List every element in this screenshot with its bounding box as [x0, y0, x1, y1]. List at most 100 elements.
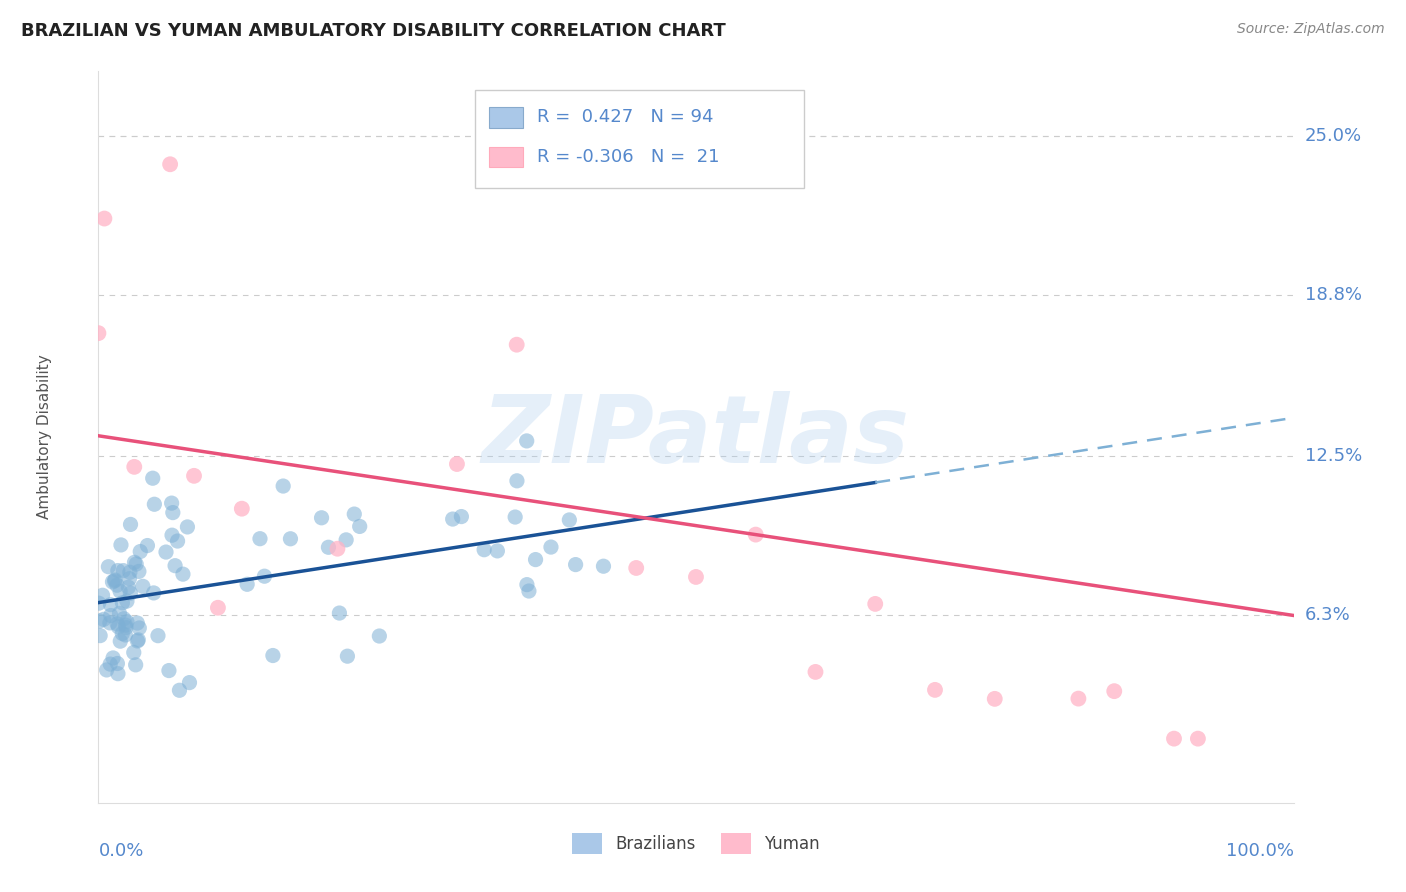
Point [91, 588, 114, 602]
Point [128, 565, 150, 579]
Point [804, 665, 827, 679]
Point [336, 649, 359, 664]
Point [159, 157, 181, 171]
Text: ZIPatlas: ZIPatlas [482, 391, 910, 483]
Point [984, 691, 1007, 706]
Point [105, 616, 128, 631]
Point [87, 596, 110, 610]
Point [236, 577, 259, 591]
Point [127, 634, 149, 648]
Point [262, 648, 284, 663]
Point [318, 541, 340, 555]
Point [343, 507, 366, 521]
Point [280, 532, 302, 546]
Point [118, 572, 141, 586]
Point [524, 552, 547, 566]
Point [311, 510, 333, 524]
Point [472, 542, 495, 557]
Point [166, 534, 188, 549]
Point [103, 574, 125, 588]
Point [114, 618, 136, 632]
Point [540, 540, 562, 554]
Point [441, 512, 464, 526]
Point [142, 471, 165, 485]
Point [349, 519, 371, 533]
Point [93, 211, 115, 226]
Point [125, 557, 148, 571]
Point [169, 683, 191, 698]
Text: 0.0%: 0.0% [98, 842, 143, 860]
Text: Ambulatory Disability: Ambulatory Disability [37, 355, 52, 519]
Point [179, 675, 201, 690]
FancyBboxPatch shape [489, 146, 523, 167]
Point [558, 513, 581, 527]
Point [115, 621, 138, 635]
Point [89, 614, 111, 628]
Point [93, 612, 115, 626]
Point [160, 528, 183, 542]
Text: 18.8%: 18.8% [1305, 285, 1361, 303]
Point [160, 496, 183, 510]
Point [446, 457, 468, 471]
Text: 12.5%: 12.5% [1305, 447, 1362, 466]
Point [115, 594, 138, 608]
Point [98, 615, 121, 630]
Point [111, 596, 134, 610]
Point [253, 569, 276, 583]
Point [745, 527, 768, 541]
Point [132, 579, 155, 593]
Text: 25.0%: 25.0% [1305, 127, 1362, 145]
Point [129, 544, 152, 558]
Point [165, 558, 187, 573]
Point [120, 586, 142, 600]
Point [486, 544, 509, 558]
Point [105, 657, 128, 671]
Point [162, 506, 184, 520]
Point [114, 628, 136, 642]
Point [328, 606, 350, 620]
Point [112, 564, 135, 578]
Point [110, 538, 132, 552]
Text: BRAZILIAN VS YUMAN AMBULATORY DISABILITY CORRELATION CHART: BRAZILIAN VS YUMAN AMBULATORY DISABILITY… [21, 22, 725, 40]
Text: 6.3%: 6.3% [1305, 607, 1350, 624]
Point [124, 459, 146, 474]
Point [1187, 731, 1209, 746]
Point [96, 663, 118, 677]
Point [111, 626, 134, 640]
Text: 100.0%: 100.0% [1226, 842, 1294, 860]
Point [685, 570, 707, 584]
Point [506, 474, 529, 488]
Point [110, 634, 132, 648]
Point [107, 666, 129, 681]
Point [326, 541, 349, 556]
Point [127, 632, 149, 647]
Text: R =  0.427   N = 94: R = 0.427 N = 94 [537, 109, 713, 127]
Point [592, 559, 614, 574]
Point [120, 517, 142, 532]
Point [108, 584, 131, 599]
Point [100, 598, 122, 612]
Point [231, 501, 253, 516]
Point [115, 615, 138, 629]
Point [97, 559, 120, 574]
Point [335, 533, 357, 547]
Point [172, 567, 194, 582]
Point [112, 612, 135, 626]
Text: Source: ZipAtlas.com: Source: ZipAtlas.com [1237, 22, 1385, 37]
Point [176, 520, 198, 534]
Point [124, 657, 146, 672]
Point [122, 645, 145, 659]
Point [142, 586, 165, 600]
Point [1104, 684, 1126, 698]
Point [517, 584, 540, 599]
Point [98, 657, 121, 672]
Point [503, 510, 526, 524]
Point [271, 479, 294, 493]
Point [146, 629, 169, 643]
Point [118, 566, 141, 580]
Point [108, 607, 131, 621]
Point [117, 580, 139, 594]
Point [157, 664, 180, 678]
Point [450, 509, 472, 524]
Point [626, 561, 648, 575]
